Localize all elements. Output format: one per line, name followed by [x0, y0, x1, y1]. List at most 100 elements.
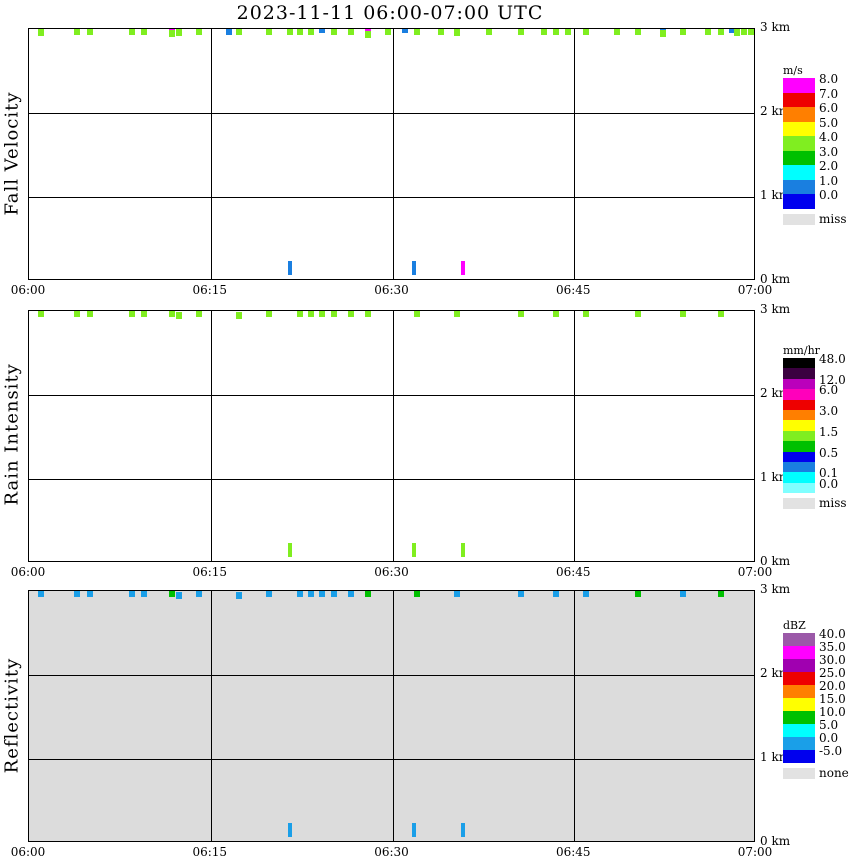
data-point	[565, 29, 571, 35]
colorbar-swatch	[783, 451, 815, 462]
data-point	[331, 591, 337, 597]
data-point	[176, 312, 182, 319]
data-point	[38, 29, 44, 36]
data-point	[729, 29, 735, 33]
colorbar-missing-swatch	[783, 498, 815, 510]
colorbar-tick-label: 12.0	[819, 372, 846, 387]
colorbar-units-label: mm/hr	[783, 344, 820, 357]
data-point	[196, 591, 202, 597]
colorbar-gradient	[783, 358, 815, 494]
data-point	[583, 591, 589, 597]
data-point	[461, 823, 465, 837]
gridline-horizontal	[29, 479, 754, 480]
colorbar-swatch	[783, 672, 815, 685]
colorbar-swatch	[783, 92, 815, 107]
colorbar-tick-label: 0.0	[819, 188, 839, 202]
data-point	[461, 261, 465, 275]
colorbar-tick-label: 0.1	[819, 466, 839, 481]
y-tick-label: 0 km	[760, 834, 791, 848]
colorbar-swatch	[783, 441, 815, 452]
data-point	[288, 823, 292, 837]
data-point	[74, 29, 80, 35]
data-point	[319, 591, 325, 597]
colorbar-units-label: m/s	[783, 64, 803, 77]
data-point	[74, 591, 80, 597]
data-point	[454, 29, 460, 36]
plot-area-reflectivity[interactable]	[28, 590, 755, 842]
data-point	[176, 592, 182, 599]
data-point	[287, 29, 293, 35]
data-point	[635, 311, 641, 317]
data-point	[348, 591, 354, 597]
plot-area-rain-intensity[interactable]	[28, 310, 755, 562]
data-point	[266, 591, 272, 597]
colorbar-gradient	[783, 78, 815, 209]
data-point	[38, 311, 44, 317]
data-point	[680, 591, 686, 597]
colorbar-swatch	[783, 165, 815, 180]
data-point	[176, 29, 182, 36]
colorbar-swatch	[783, 179, 815, 194]
colorbar-swatch	[783, 399, 815, 410]
gridline-vertical	[211, 311, 212, 561]
data-point	[319, 29, 325, 33]
data-point	[635, 29, 641, 35]
data-point	[169, 30, 175, 37]
colorbar-tick-label: 4.0	[819, 130, 839, 144]
data-point	[748, 29, 754, 35]
data-point	[129, 591, 135, 597]
colorbar-tick-label: 0.0	[819, 731, 839, 745]
colorbar-tick-label: 48.0	[819, 352, 846, 366]
colorbar-swatch	[783, 711, 815, 724]
panel-label-reflectivity: Reflectivity	[1, 657, 23, 774]
colorbar-swatch	[783, 461, 815, 473]
data-point	[169, 311, 175, 317]
colorbar-swatch	[783, 409, 815, 421]
x-tick-label: 06:30	[374, 565, 409, 579]
gridline-vertical	[211, 29, 212, 279]
data-point	[226, 29, 232, 35]
data-point	[718, 591, 724, 597]
colorbar-tick-label: 10.0	[819, 705, 846, 719]
y-tick-label: 2 km	[760, 666, 791, 680]
plot-area-fall-velocity[interactable]	[28, 28, 755, 280]
data-point	[461, 543, 465, 557]
data-point	[365, 591, 371, 597]
colorbar-swatch	[783, 646, 815, 659]
data-point	[129, 29, 135, 35]
colorbar-swatch	[783, 430, 815, 442]
data-point	[660, 30, 666, 37]
gridline-vertical	[393, 591, 394, 841]
data-point	[734, 29, 740, 36]
colorbar-tick-label: 6.0	[819, 101, 839, 115]
x-tick-label: 06:45	[555, 845, 591, 859]
data-point	[680, 29, 686, 35]
colorbar-tick-label: 3.0	[819, 404, 839, 418]
y-tick-label: 1 km	[760, 470, 791, 484]
colorbar-tick-label: 20.0	[819, 679, 846, 693]
y-tick-label: 1 km	[760, 750, 791, 764]
data-point	[74, 311, 80, 317]
x-tick-label: 06:15	[192, 565, 228, 579]
gridline-vertical	[574, 591, 575, 841]
data-point	[385, 29, 391, 35]
data-point	[87, 591, 93, 597]
data-point	[236, 592, 242, 599]
colorbar-tick-label: 35.0	[819, 640, 846, 654]
data-point	[553, 311, 559, 317]
gridline-vertical	[574, 311, 575, 561]
x-tick-label: 06:00	[10, 845, 46, 859]
colorbar-missing-label: miss	[819, 496, 847, 511]
data-point	[196, 311, 202, 317]
colorbar-tick-label: 25.0	[819, 666, 846, 680]
gridline-vertical	[574, 29, 575, 279]
gridline-horizontal	[29, 675, 754, 676]
panel-label-fall-velocity: Fall Velocity	[1, 91, 23, 216]
data-point	[414, 591, 420, 597]
colorbar-tick-label: 1.0	[819, 173, 839, 188]
data-point	[288, 543, 292, 557]
colorbar-swatch	[783, 389, 815, 400]
x-tick-label: 07:00	[737, 283, 773, 297]
data-point	[266, 29, 272, 35]
colorbar-tick-label: 7.0	[819, 86, 839, 101]
